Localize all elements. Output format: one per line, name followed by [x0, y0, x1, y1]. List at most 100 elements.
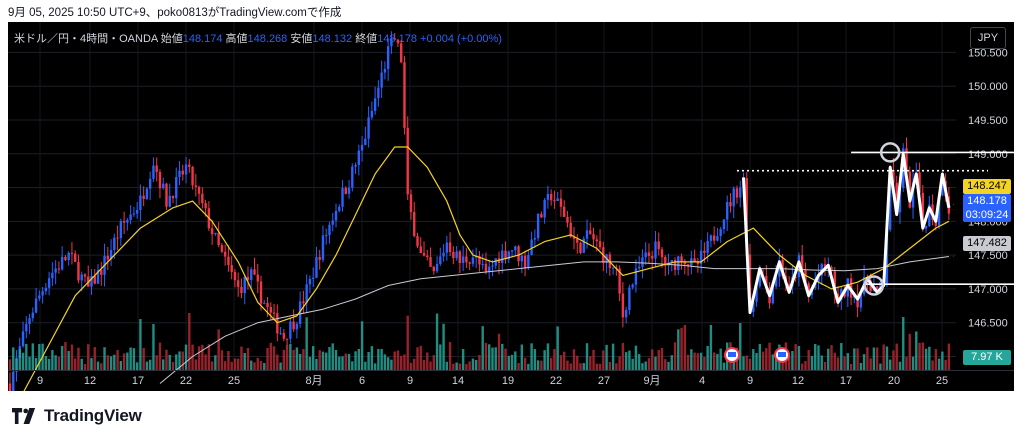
candle-body	[233, 271, 237, 281]
volume-bar	[885, 346, 889, 370]
volume-bar	[719, 348, 722, 370]
high-label: 高値	[225, 33, 248, 45]
annotation-zigzag	[742, 152, 951, 315]
price-tick-label: 147.000	[968, 284, 1008, 296]
candle-body	[729, 202, 732, 207]
currency-button[interactable]: JPY	[970, 27, 1006, 49]
volume-bar	[937, 358, 941, 370]
candle-body	[709, 235, 713, 241]
volume-bar	[217, 329, 220, 370]
volume-bar	[898, 361, 902, 370]
volume-bar	[109, 356, 113, 370]
candle-body	[100, 270, 103, 275]
candle-body	[201, 193, 204, 204]
volume-bar	[279, 362, 282, 370]
candle-body	[191, 166, 194, 186]
candle-body	[217, 232, 220, 246]
candle-body	[696, 262, 700, 264]
symbol-name[interactable]: 米ドル／円・4時間・OANDA	[14, 33, 158, 45]
volume-bar	[523, 357, 527, 370]
volume-bar	[175, 354, 178, 370]
candle-body	[566, 216, 569, 223]
fast-moving-average	[23, 146, 950, 391]
tradingview-logo[interactable]: TradingView	[12, 406, 142, 426]
volume-bar	[527, 363, 530, 370]
open-value: 148.174	[182, 33, 223, 45]
candle-body	[517, 246, 520, 262]
volume-bar	[328, 347, 331, 370]
volume-bar	[325, 352, 328, 370]
volume-bar	[429, 361, 432, 370]
volume-bar	[344, 353, 347, 370]
candle-body	[703, 250, 706, 253]
candle-body	[458, 251, 462, 263]
volume-bar	[315, 358, 318, 370]
volume-bar	[122, 353, 126, 370]
volume-bar	[797, 345, 801, 370]
volume-bar	[889, 359, 892, 370]
candle-body	[426, 255, 429, 258]
candle-body	[468, 262, 471, 264]
volume-bar	[305, 317, 308, 370]
candle-body	[416, 236, 419, 247]
candle-body	[735, 188, 739, 198]
candle-body	[31, 312, 35, 319]
volume-bar	[276, 354, 279, 370]
price-chart[interactable]: 150.500150.000149.500149.000148.500148.0…	[8, 22, 1014, 391]
candle-body	[823, 264, 827, 268]
volume-bar	[745, 355, 748, 370]
candle-body	[442, 252, 445, 257]
candle-body	[396, 39, 400, 44]
volume-bar	[289, 344, 292, 370]
price-tick-label: 149.500	[968, 115, 1008, 127]
candle-body	[501, 250, 504, 264]
volume-bar	[549, 357, 553, 370]
volume-bar	[341, 356, 344, 370]
volume-bar	[100, 363, 103, 370]
volume-bar	[171, 361, 175, 370]
candle-body	[595, 239, 598, 242]
candle-body	[546, 194, 550, 200]
volume-bar	[465, 363, 468, 370]
volume-bar	[644, 361, 647, 370]
volume-bar	[553, 349, 556, 370]
time-tick-label: 27	[598, 375, 610, 387]
candle-body	[357, 150, 361, 165]
candle-body	[158, 171, 162, 189]
candle-body	[380, 72, 383, 88]
volume-bar	[830, 345, 833, 370]
volume-bar	[618, 356, 621, 370]
candle-body	[253, 269, 256, 275]
candle-body	[321, 235, 325, 260]
candle-body	[393, 38, 396, 40]
candle-body	[732, 188, 735, 207]
candle-body	[292, 321, 295, 330]
candle-body	[869, 280, 872, 292]
candle-body	[787, 284, 791, 287]
chart-area[interactable]: 150.500150.000149.500149.000148.500148.0…	[8, 22, 1014, 391]
volume-bar	[400, 355, 403, 370]
volume-bar	[448, 342, 452, 370]
volume-bar	[875, 347, 879, 370]
volume-bar	[637, 354, 641, 370]
candle-body	[373, 98, 377, 111]
time-axis[interactable]	[8, 370, 1014, 391]
candle-body	[74, 253, 77, 262]
volume-bar	[654, 356, 657, 370]
volume-bar	[12, 347, 15, 370]
volume-bar	[57, 356, 61, 370]
candle-body	[722, 219, 726, 230]
candle-body	[204, 203, 207, 209]
candle-body	[654, 241, 657, 259]
candle-body	[905, 148, 908, 172]
volume-bar	[915, 331, 918, 370]
volume-bar	[210, 361, 214, 370]
candle-body	[536, 213, 540, 239]
volume-bar	[771, 354, 775, 370]
volume-bar	[168, 354, 171, 370]
volume-bar	[520, 344, 524, 370]
volume-bar	[119, 361, 123, 370]
volume-bar	[354, 351, 357, 370]
volume-bar	[223, 361, 227, 370]
us-flag-event-icon	[728, 352, 736, 357]
